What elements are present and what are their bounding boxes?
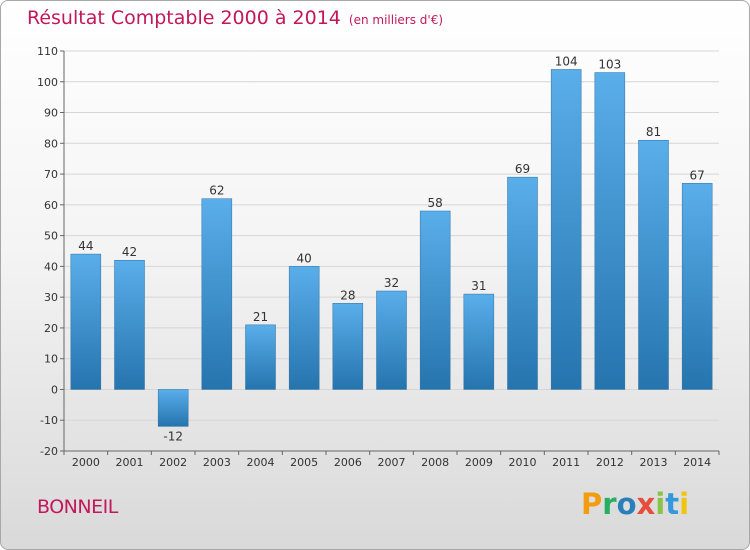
- bar: [114, 259, 145, 390]
- x-tick-label: 2009: [465, 456, 493, 469]
- commune-name: BONNEIL: [37, 496, 118, 518]
- chart-title-text: Résultat Comptable 2000 à 2014: [27, 7, 341, 29]
- logo-letter: P: [581, 487, 603, 521]
- y-tick-label: 110: [37, 45, 58, 58]
- x-tick-label: 2014: [683, 456, 711, 469]
- y-tick-label: 90: [44, 107, 58, 120]
- x-tick-label: 2007: [378, 456, 406, 469]
- data-label: 28: [340, 288, 355, 302]
- data-label: 58: [428, 196, 443, 210]
- bar: [245, 324, 276, 390]
- data-label: 81: [646, 125, 661, 139]
- bar: [70, 253, 102, 390]
- logo-letter: r: [602, 487, 617, 521]
- x-tick-label: 2012: [596, 456, 624, 469]
- bar: [332, 303, 364, 390]
- bar: [550, 69, 582, 390]
- data-label: 21: [253, 310, 268, 324]
- x-tick-label: 2013: [640, 456, 668, 469]
- data-labels: 44 42 -12 62 21 40 28 32 58 31 69 104 103 81 67: [78, 54, 705, 443]
- bar: [507, 176, 538, 390]
- x-tick-label: 2003: [203, 456, 231, 469]
- bar: [201, 198, 233, 390]
- x-tick-label: 2004: [247, 456, 275, 469]
- data-label: 104: [555, 54, 578, 68]
- bar: [594, 72, 626, 390]
- x-tick-label: 2010: [509, 456, 537, 469]
- x-tick-label: 2005: [290, 456, 318, 469]
- x-tick-label: 2000: [72, 456, 100, 469]
- chart-title: Résultat Comptable 2000 à 2014 (en millie…: [27, 7, 443, 29]
- logo-letter: i: [655, 487, 666, 521]
- data-label: 32: [384, 276, 399, 290]
- logo-letter: x: [636, 487, 656, 521]
- proxiti-logo[interactable]: Proxiti: [581, 487, 689, 521]
- logo-letter: i: [679, 487, 690, 521]
- data-label: 42: [122, 245, 137, 259]
- bar: [463, 293, 495, 390]
- y-tick-label: 20: [44, 322, 58, 335]
- y-tick-label: 80: [44, 137, 58, 150]
- chart-subtitle: (en milliers d'€): [348, 13, 444, 27]
- data-label: 62: [209, 184, 224, 198]
- bars: [70, 69, 713, 427]
- bar: [157, 389, 189, 427]
- data-label: 40: [297, 251, 312, 265]
- bar: [288, 266, 320, 390]
- data-label: 69: [515, 162, 530, 176]
- x-tick-label: 2002: [159, 456, 187, 469]
- bar: [419, 210, 451, 390]
- y-tick-label: 70: [44, 168, 58, 181]
- y-tick-label: 0: [51, 383, 58, 396]
- data-label: 67: [690, 168, 705, 182]
- data-label: 103: [598, 58, 621, 72]
- y-tick-label: -20: [40, 445, 58, 458]
- x-tick-label: 2008: [421, 456, 449, 469]
- axes: -20 -10 0 10 20 30 40 50 60 70 80 90 100 110 2000 2001 2…: [37, 45, 720, 469]
- bar: [376, 290, 407, 390]
- y-tick-label: 50: [44, 230, 58, 243]
- x-tick-label: 2001: [116, 456, 144, 469]
- bar: [638, 139, 669, 390]
- data-label: -12: [163, 429, 183, 443]
- x-tick-label: 2011: [552, 456, 580, 469]
- y-tick-label: 60: [44, 199, 58, 212]
- x-tick-label: 2006: [334, 456, 362, 469]
- data-label: 31: [471, 279, 486, 293]
- y-tick-label: -10: [40, 414, 58, 427]
- logo-letter: o: [616, 487, 637, 521]
- y-tick-label: 30: [44, 291, 58, 304]
- y-tick-label: 40: [44, 260, 58, 273]
- y-tick-label: 100: [37, 76, 58, 89]
- data-label: 44: [78, 239, 93, 253]
- logo-letter: t: [665, 487, 680, 521]
- y-tick-label: 10: [44, 353, 58, 366]
- bar: [681, 183, 713, 390]
